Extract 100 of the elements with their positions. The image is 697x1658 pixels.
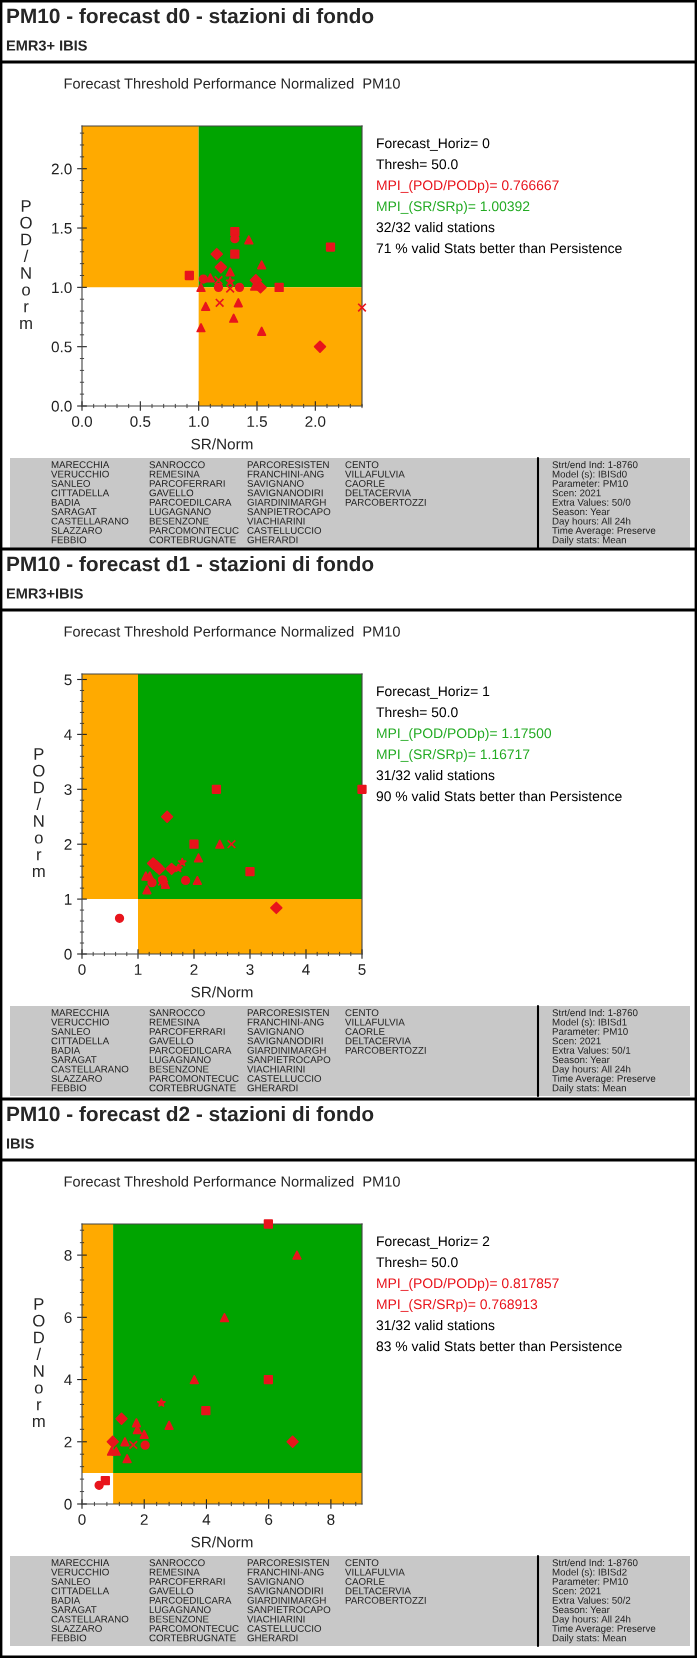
category-label: VIACHIARINI	[247, 1615, 305, 1623]
category-label: BESENZONE	[149, 517, 209, 525]
x-tick-label: 5	[358, 964, 366, 975]
category-label: SLAZZARO	[51, 527, 102, 534]
category-label: SANPIETROCAPO	[247, 1606, 331, 1614]
text: Strt/end Ind: 1-8760	[552, 1559, 638, 1567]
category-label: VERUCCHIO	[51, 1568, 109, 1576]
y-tick-label: 0.5	[51, 341, 72, 353]
category-label: PARCOBERTOZZI	[345, 1046, 426, 1054]
category-label: PARCOFERRARI	[149, 1028, 225, 1035]
category-label: SANPIETROCAPO	[247, 508, 331, 516]
x-tick-label: 2	[140, 1514, 148, 1525]
category-label: SAVIGNANODIRI	[247, 1037, 323, 1045]
x-axis-title: SR/Norm	[191, 1536, 253, 1548]
text: Strt/end Ind: 1-8760	[552, 1009, 638, 1017]
category-label: PARCOEDILCARA	[149, 1046, 232, 1054]
text: Season: Year	[552, 1056, 610, 1064]
text: Extra Values: 50/2	[552, 1596, 631, 1604]
category-label: SANLEO	[51, 1578, 90, 1585]
y-tick-label: 2	[64, 839, 72, 850]
category-label: BADIA	[51, 1046, 81, 1054]
text: 31/32 valid stations	[376, 1320, 495, 1331]
category-label: SLAZZARO	[51, 1625, 102, 1632]
category-label: GIARDINIMARGH	[247, 498, 326, 506]
category-label: GIARDINIMARGH	[247, 1046, 326, 1054]
text: Daily stats: Mean	[552, 1634, 626, 1644]
text: Forecast Threshold Performance Normalized PM10	[64, 626, 400, 637]
chart-subtitle: EMR3+IBIS	[6, 588, 83, 599]
category-label: VERUCCHIO	[51, 1018, 109, 1026]
category-label: FEBBIO	[51, 1634, 87, 1642]
y-tick-label: 5	[64, 674, 72, 686]
category-label: DELTACERVIA	[345, 1037, 411, 1045]
category-label: CASTELLARANO	[51, 1065, 129, 1073]
text: MPI_(SR/SRp)= 1.16717	[377, 749, 530, 762]
category-label: VILLAFULVIA	[345, 1018, 405, 1026]
category-label: SARAGAT	[51, 1606, 97, 1614]
text: MPI_(SR/SRp)= 0.768913	[377, 1299, 538, 1312]
category-label: REMESINA	[149, 470, 200, 478]
category-label: SANLEO	[51, 480, 90, 487]
x-tick-label: 4	[202, 1514, 211, 1525]
text: 32/32 valid stations	[376, 222, 495, 233]
category-label: CASTELLUCCIO	[247, 1625, 322, 1632]
category-label: GHERARDI	[247, 1634, 298, 1642]
text: MPI_(SR/SRp)= 1.00392	[377, 201, 530, 214]
text: 71 % valid Stats better than Persistence	[376, 243, 622, 254]
category-label: PARCOEDILCARA	[149, 498, 232, 506]
category-label: PARCORESISTEN	[247, 1559, 329, 1567]
chart-title: PM10 - forecast d2 - stazioni di fondo	[7, 1106, 374, 1122]
category-label: LUGAGNANO	[149, 1606, 211, 1614]
category-label: PARCOMONTECUC	[149, 1625, 239, 1632]
x-tick-label: 3	[246, 964, 254, 975]
category-label: CASTELLARANO	[51, 1615, 129, 1623]
x-axis-title: SR/Norm	[191, 986, 253, 998]
text: MPI_(POD/PODp)= 1.17500	[377, 728, 552, 741]
category-label: BESENZONE	[149, 1065, 209, 1073]
text: Day hours: All 24h	[552, 517, 631, 527]
text: Model (s): IBISd2	[552, 1568, 627, 1578]
text: Season: Year	[552, 508, 610, 516]
y-tick-label: 1.5	[52, 223, 72, 234]
category-label: BESENZONE	[149, 1615, 209, 1623]
category-label: SAVIGNANODIRI	[247, 1587, 323, 1595]
category-label: PARCOEDILCARA	[149, 1596, 232, 1604]
chart-title: PM10 - forecast d1 - stazioni di fondo	[7, 556, 374, 572]
category-label: REMESINA	[149, 1568, 200, 1576]
category-label: GAVELLO	[149, 489, 194, 497]
text: Thresh= 50.0	[376, 159, 458, 170]
category-label: CORTEBRUGNATE	[149, 536, 236, 544]
text: Parameter: PM10	[552, 480, 628, 487]
category-label: FRANCHINI-ANG	[247, 470, 324, 478]
category-label: CORTEBRUGNATE	[149, 1634, 236, 1642]
category-label: PARCOMONTECUC	[149, 1075, 239, 1082]
text: Model (s): IBISd0	[552, 470, 627, 480]
category-label: CAORLE	[345, 480, 385, 487]
category-label: GIARDINIMARGH	[247, 1596, 326, 1604]
category-label: GHERARDI	[247, 1084, 298, 1092]
text: Season: Year	[552, 1606, 610, 1614]
text: Scen: 2021	[552, 1037, 601, 1045]
text: Thresh= 50.0	[376, 1257, 458, 1268]
category-label: VILLAFULVIA	[345, 1568, 405, 1576]
category-label: FRANCHINI-ANG	[247, 1018, 324, 1026]
category-label: SARAGAT	[51, 1056, 97, 1064]
category-label: SARAGAT	[51, 508, 97, 516]
text: Scen: 2021	[552, 489, 601, 497]
y-tick-label: 2	[64, 1436, 72, 1448]
category-label: PARCORESISTEN	[247, 1009, 329, 1017]
category-label: GAVELLO	[149, 1587, 194, 1595]
y-tick-label: 4	[64, 729, 72, 740]
category-label: FRANCHINI-ANG	[247, 1568, 324, 1576]
y-axis-title: POD/Norm	[32, 1298, 45, 1427]
category-label: SAVIGNANO	[247, 1028, 304, 1035]
x-tick-label: 8	[327, 1514, 335, 1525]
text: Daily stats: Mean	[552, 1084, 626, 1094]
category-label: CASTELLUCCIO	[247, 527, 322, 534]
y-tick-label: 0	[64, 948, 72, 960]
x-tick-label: 0	[78, 964, 86, 975]
chart-title: PM10 - forecast d0 - stazioni di fondo	[7, 8, 374, 24]
text: Thresh= 50.0	[376, 707, 458, 718]
category-label: FEBBIO	[51, 536, 87, 544]
text: Day hours: All 24h	[552, 1615, 631, 1625]
category-label: VILLAFULVIA	[345, 470, 405, 478]
